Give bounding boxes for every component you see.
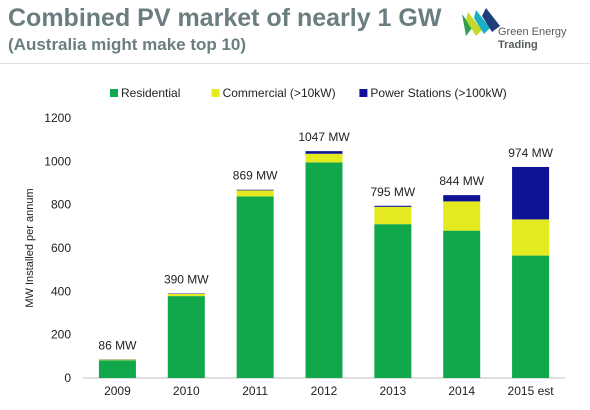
bar-commercial-2011 xyxy=(237,190,274,196)
legend-swatch-2 xyxy=(359,89,367,97)
bar-total-label: 974 MW xyxy=(508,146,553,160)
bar-residential-2011 xyxy=(237,196,274,378)
bar-residential-2013 xyxy=(374,224,411,378)
legend-swatch-0 xyxy=(110,89,118,97)
bar-residential-2015-est xyxy=(512,256,549,378)
slide-header: Combined PV market of nearly 1 GW (Austr… xyxy=(0,0,590,64)
bar-power-2011 xyxy=(237,190,274,191)
x-tick-label: 2010 xyxy=(173,384,200,398)
y-tick-label: 400 xyxy=(51,284,71,298)
y-axis-label: MW Installed per annum xyxy=(24,188,36,307)
y-tick-label: 200 xyxy=(51,328,71,342)
bar-commercial-2010 xyxy=(168,294,205,296)
header-divider xyxy=(0,63,590,64)
legend-label-0: Residential xyxy=(121,86,180,100)
bar-commercial-2009 xyxy=(99,360,136,361)
bar-residential-2014 xyxy=(443,231,480,378)
logo-text-line2: Trading xyxy=(498,39,538,51)
logo-text-line1: Green Energy xyxy=(498,26,566,38)
legend-label-2: Power Stations (>100kW) xyxy=(370,86,506,100)
y-tick-label: 1200 xyxy=(44,111,71,125)
bar-commercial-2015-est xyxy=(512,219,549,255)
bar-total-label: 86 MW xyxy=(98,338,137,352)
bar-total-label: 1047 MW xyxy=(298,130,350,144)
x-tick-label: 2013 xyxy=(380,384,407,398)
bar-power-2015-est xyxy=(512,167,549,219)
bar-power-2012 xyxy=(306,151,343,154)
y-tick-label: 1000 xyxy=(44,154,71,168)
x-tick-label: 2015 est xyxy=(508,384,555,398)
y-tick-label: 800 xyxy=(51,198,71,212)
x-tick-label: 2014 xyxy=(448,384,475,398)
slide-subtitle: (Australia might make top 10) xyxy=(8,35,246,55)
bar-total-label: 844 MW xyxy=(439,174,484,188)
green-energy-trading-logo-icon xyxy=(462,6,502,40)
bar-total-label: 795 MW xyxy=(371,185,416,199)
bar-residential-2012 xyxy=(306,162,343,378)
stacked-bar-chart: Residential Commercial (>10kW) Power Stati… xyxy=(0,70,590,405)
legend-swatch-1 xyxy=(212,89,220,97)
y-tick-label: 600 xyxy=(51,241,71,255)
bar-residential-2009 xyxy=(99,360,136,378)
bar-power-2014 xyxy=(443,195,480,201)
bar-commercial-2013 xyxy=(374,207,411,224)
x-tick-label: 2012 xyxy=(311,384,338,398)
company-logo: Green Energy Trading xyxy=(462,6,587,56)
bar-power-2013 xyxy=(374,206,411,207)
slide-title: Combined PV market of nearly 1 GW xyxy=(8,4,441,33)
chart-container: Residential Commercial (>10kW) Power Stati… xyxy=(0,70,590,405)
x-tick-label: 2011 xyxy=(242,384,268,398)
bar-commercial-2014 xyxy=(443,201,480,230)
legend-label-1: Commercial (>10kW) xyxy=(223,86,336,100)
y-tick-label: 0 xyxy=(64,371,71,385)
bar-commercial-2012 xyxy=(306,154,343,163)
bar-total-label: 869 MW xyxy=(233,169,278,183)
x-tick-label: 2009 xyxy=(104,384,131,398)
bar-total-label: 390 MW xyxy=(164,273,209,287)
bar-residential-2010 xyxy=(168,296,205,378)
